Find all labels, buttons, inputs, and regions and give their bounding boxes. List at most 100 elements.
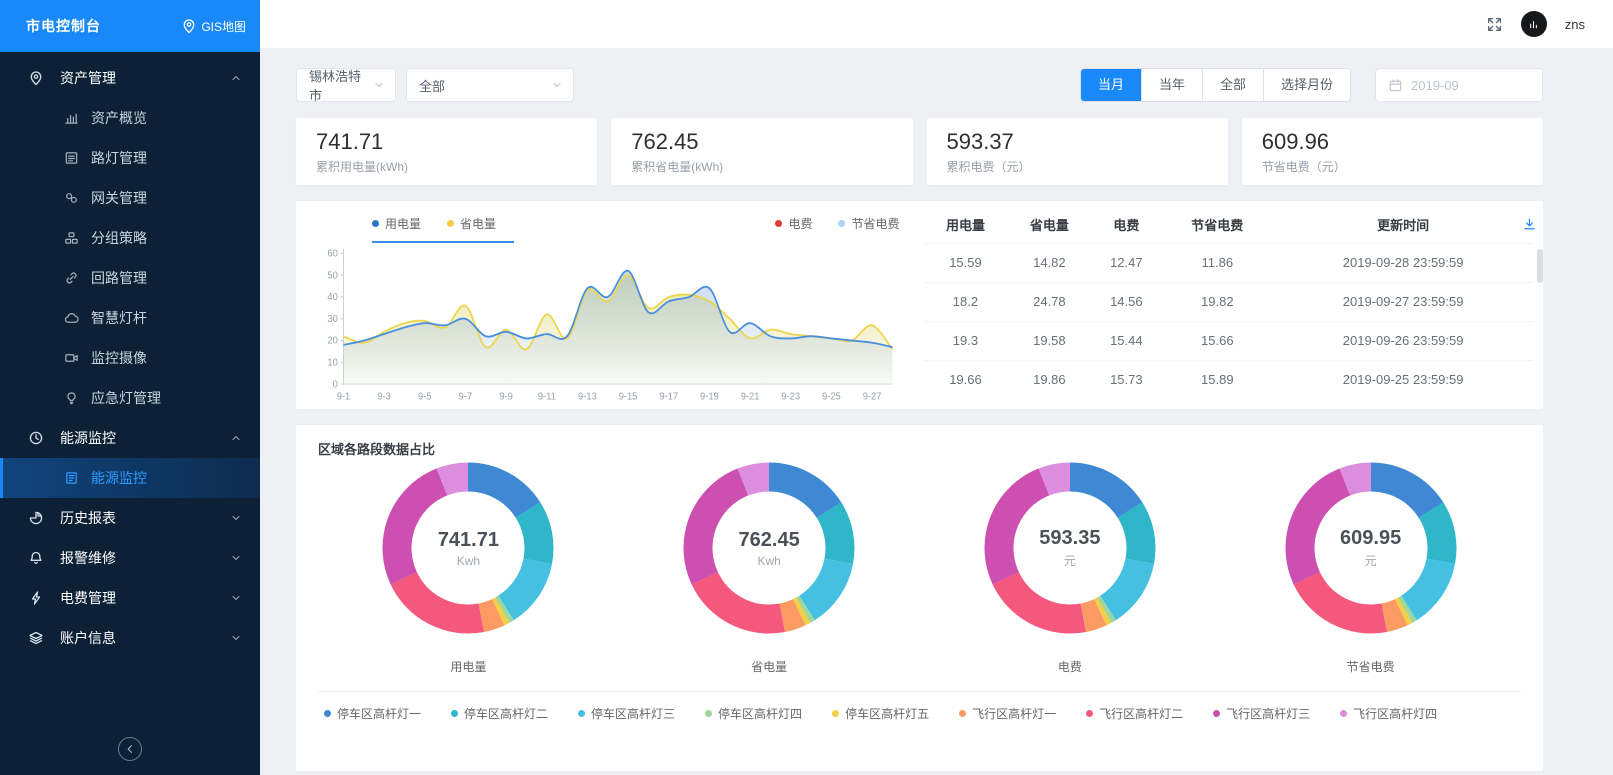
sidebar-item-label: 资产管理 — [60, 70, 116, 86]
legend-item[interactable]: 用电量 — [372, 215, 421, 232]
pie-icon — [28, 510, 45, 527]
donut-chart: 741.71 Kwh 用电量 — [318, 462, 619, 675]
legend-item[interactable]: 省电量 — [447, 215, 496, 232]
sidebar-menu: 资产管理 资产概览 路灯管理 网关管理 分组策略 回路管理 智慧灯杆 监控摄像 … — [0, 52, 260, 775]
table-header-cell: 更新时间 — [1377, 218, 1430, 234]
legend-label: 飞行区高杆灯二 — [1099, 707, 1184, 721]
location-pin-icon — [181, 18, 197, 34]
donut-segment[interactable] — [984, 462, 1156, 634]
table-cell: 18.2 — [923, 281, 1008, 321]
svg-text:30: 30 — [327, 313, 338, 325]
legend-label: 飞行区高杆灯一 — [972, 707, 1057, 721]
sidebar-subitem[interactable]: 路灯管理 — [0, 138, 260, 178]
donut-segment[interactable] — [683, 462, 855, 634]
sidebar-item-label: 报警维修 — [60, 550, 116, 566]
table-cell: 14.82 — [1007, 242, 1092, 282]
chevron-down-icon — [230, 512, 242, 524]
donut-segment[interactable] — [683, 462, 855, 634]
donut-legend-item[interactable]: 停车区高杆灯三 — [578, 705, 675, 722]
svg-text:60: 60 — [327, 248, 338, 260]
donut-legend-item[interactable]: 停车区高杆灯一 — [324, 705, 421, 722]
svg-text:9-15: 9-15 — [619, 391, 638, 403]
table-cell: 19.3 — [923, 320, 1008, 360]
sidebar-subitem-label: 智慧灯杆 — [91, 310, 147, 326]
sidebar-subitem[interactable]: 监控摄像 — [0, 338, 260, 378]
donut-segment[interactable] — [984, 462, 1156, 634]
svg-text:9-1: 9-1 — [337, 391, 351, 403]
donut-legend-item[interactable]: 停车区高杆灯五 — [832, 705, 929, 722]
sidebar-subitem[interactable]: 智慧灯杆 — [0, 298, 260, 338]
donut-segment[interactable] — [382, 462, 554, 634]
username: zns — [1564, 16, 1585, 32]
legend-dot — [705, 710, 713, 717]
sidebar-subitem[interactable]: 分组策略 — [0, 218, 260, 258]
trend-legend-right: 电费 节省电费 — [775, 215, 900, 232]
donut-svg — [382, 462, 554, 634]
gis-map-link[interactable]: GIS地图 — [181, 18, 246, 35]
area-chart: 0 10 20 30 40 50 60 9-1 9-3 9-5 9-7 9-9 9-11 9… — [306, 243, 906, 407]
sidebar-subitem[interactable]: 能源监控 — [0, 458, 260, 498]
sidebar-subitem[interactable]: 资产概览 — [0, 98, 260, 138]
avatar[interactable] — [1520, 11, 1547, 37]
sidebar-item-3[interactable]: 报警维修 — [0, 538, 260, 578]
scope-select[interactable]: 全部 — [406, 68, 574, 102]
stat-label: 累积省电量(kWh) — [631, 160, 724, 174]
legend-label: 节省电费 — [851, 217, 900, 231]
sidebar-subitem-label: 资产概览 — [91, 110, 147, 126]
donut-legend-item[interactable]: 飞行区高杆灯一 — [959, 705, 1056, 722]
legend-label: 停车区高杆灯五 — [845, 707, 930, 721]
table-cell: 14.56 — [1091, 281, 1162, 321]
sidebar-subitem[interactable]: 回路管理 — [0, 258, 260, 298]
table-cell: 19.86 — [1007, 359, 1092, 399]
fullscreen-icon[interactable] — [1486, 16, 1503, 33]
sidebar-item-2[interactable]: 历史报表 — [0, 498, 260, 538]
sidebar-subitem[interactable]: 应急灯管理 — [0, 378, 260, 418]
range-tab[interactable]: 当月 — [1080, 69, 1142, 101]
svg-text:9-25: 9-25 — [822, 391, 841, 403]
sidebar-item-5[interactable]: 账户信息 — [0, 618, 260, 658]
sidebar-item-4[interactable]: 电费管理 — [0, 578, 260, 618]
donut-segment[interactable] — [382, 462, 554, 634]
download-icon[interactable] — [1522, 217, 1537, 232]
gis-map-label: GIS地图 — [201, 19, 246, 34]
donut-segment[interactable] — [1285, 462, 1457, 634]
donut-label: 省电量 — [751, 660, 788, 674]
sidebar-header: 市电控制台 GIS地图 — [0, 0, 260, 52]
stat-card: 609.96 节省电费（元） — [1241, 118, 1543, 185]
donut-legend-item[interactable]: 飞行区高杆灯二 — [1086, 705, 1183, 722]
donut-legend-item[interactable]: 飞行区高杆灯三 — [1213, 705, 1310, 722]
sidebar-subitem[interactable]: 网关管理 — [0, 178, 260, 218]
table-row: 18.2 24.78 14.56 19.82 2019-09-27 23:59:59 — [923, 281, 1533, 321]
month-picker[interactable]: 2019-09 — [1375, 68, 1543, 102]
donut-segment[interactable] — [382, 462, 554, 634]
stat-value: 741.71 — [316, 129, 384, 154]
legend-item[interactable]: 电费 — [775, 215, 812, 232]
table-cell: 12.47 — [1091, 242, 1162, 282]
svg-text:10: 10 — [327, 357, 338, 369]
donut-segment[interactable] — [1285, 462, 1457, 634]
stat-value: 593.37 — [946, 129, 1014, 154]
range-tab[interactable]: 当年 — [1142, 69, 1203, 101]
range-tab[interactable]: 选择月份 — [1280, 77, 1333, 92]
calendar-icon — [1388, 78, 1403, 93]
donut-center-value: 593.35 — [1039, 527, 1101, 549]
donut-legend-item[interactable]: 飞行区高杆灯四 — [1340, 705, 1437, 722]
donut-label: 节省电费 — [1346, 660, 1395, 674]
sidebar-item-0[interactable]: 资产管理 — [0, 58, 260, 98]
sidebar-item-1[interactable]: 能源监控 — [0, 418, 260, 458]
table-scrollbar[interactable] — [1537, 249, 1543, 283]
donut-segment[interactable] — [382, 462, 554, 634]
legend-item[interactable]: 节省电费 — [838, 215, 900, 232]
donut-svg — [984, 462, 1156, 634]
donut-legend-item[interactable]: 停车区高杆灯四 — [705, 705, 802, 722]
table-header-cell: 省电量 — [1029, 218, 1069, 234]
sidebar-collapse-button[interactable] — [118, 737, 142, 761]
stat-label: 累积电费（元） — [946, 160, 1031, 174]
svg-text:9-11: 9-11 — [538, 391, 557, 403]
table-cell: 15.66 — [1161, 320, 1274, 360]
city-select[interactable]: 锡林浩特市 — [296, 68, 396, 103]
legend-label: 停车区高杆灯二 — [464, 707, 549, 721]
legend-dot — [959, 710, 967, 717]
donut-legend-item[interactable]: 停车区高杆灯二 — [451, 705, 548, 722]
range-tab[interactable]: 全部 — [1203, 69, 1264, 101]
